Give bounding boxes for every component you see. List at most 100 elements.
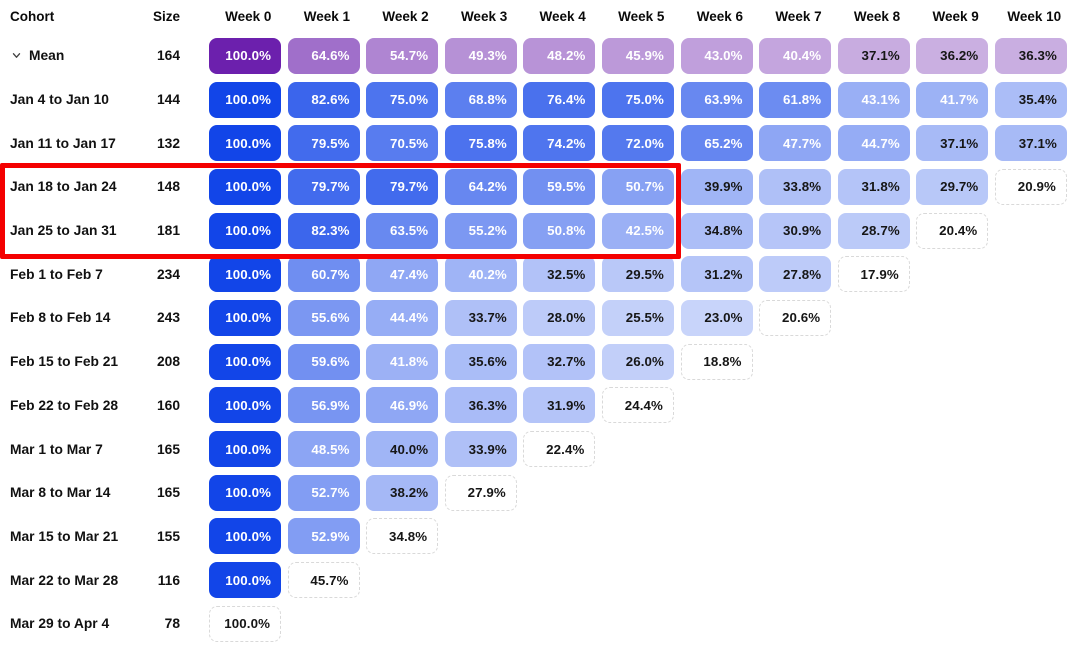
retention-cell-week-3[interactable]: 35.6% (444, 343, 517, 380)
retention-cell-week-4[interactable]: 22.4% (523, 431, 596, 468)
retention-cell-week-1[interactable]: 48.5% (287, 431, 360, 468)
retention-cell-week-1[interactable]: 79.5% (287, 125, 360, 162)
retention-cell-week-4[interactable]: 32.7% (523, 343, 596, 380)
retention-cell-week-10[interactable]: 36.3% (994, 37, 1067, 74)
retention-cell-week-4[interactable]: 50.8% (523, 212, 596, 249)
retention-cell-week-0[interactable]: 100.0% (209, 37, 281, 74)
retention-cell-week-1[interactable]: 52.7% (287, 474, 360, 511)
retention-cell-week-9[interactable]: 20.4% (916, 212, 989, 249)
retention-cell-week-0[interactable]: 100.0% (209, 343, 281, 380)
retention-cell-week-1[interactable]: 82.3% (287, 212, 360, 249)
retention-cell-week-3[interactable]: 36.3% (444, 387, 517, 424)
retention-cell-week-4[interactable]: 76.4% (523, 81, 596, 118)
retention-cell-week-6[interactable]: 31.2% (680, 256, 753, 293)
retention-cell-week-2[interactable]: 44.4% (366, 299, 439, 336)
retention-cell-week-6[interactable]: 34.8% (680, 212, 753, 249)
retention-cell-week-7[interactable]: 33.8% (759, 168, 832, 205)
retention-cell-week-7[interactable]: 40.4% (759, 37, 832, 74)
retention-cell-week-5[interactable]: 50.7% (601, 168, 674, 205)
retention-cell-week-1[interactable]: 59.6% (287, 343, 360, 380)
retention-cell-week-7[interactable]: 47.7% (759, 125, 832, 162)
retention-cell-week-8[interactable]: 43.1% (837, 81, 910, 118)
retention-cell-week-6[interactable]: 18.8% (680, 343, 753, 380)
retention-cell-week-5[interactable]: 24.4% (601, 387, 674, 424)
retention-cell-week-1[interactable]: 55.6% (287, 299, 360, 336)
retention-cell-week-1[interactable]: 64.6% (287, 37, 360, 74)
retention-cell-week-3[interactable]: 75.8% (444, 125, 517, 162)
retention-cell-week-5[interactable]: 25.5% (601, 299, 674, 336)
retention-cell-week-6[interactable]: 39.9% (680, 168, 753, 205)
retention-cell-week-0[interactable]: 100.0% (209, 431, 281, 468)
retention-cell-week-10[interactable]: 20.9% (994, 168, 1067, 205)
retention-cell-week-0[interactable]: 100.0% (209, 299, 281, 336)
retention-cell-week-9[interactable]: 37.1% (916, 125, 989, 162)
retention-cell-week-2[interactable]: 46.9% (366, 387, 439, 424)
chevron-down-icon[interactable] (10, 50, 22, 62)
retention-cell-week-9[interactable]: 36.2% (916, 37, 989, 74)
retention-cell-week-0[interactable]: 100.0% (209, 125, 281, 162)
retention-cell-week-2[interactable]: 38.2% (366, 474, 439, 511)
retention-cell-week-1[interactable]: 79.7% (287, 168, 360, 205)
retention-cell-week-6[interactable]: 63.9% (680, 81, 753, 118)
retention-cell-week-0[interactable]: 100.0% (209, 212, 281, 249)
retention-cell-week-10[interactable]: 37.1% (994, 125, 1067, 162)
retention-cell-week-8[interactable]: 28.7% (837, 212, 910, 249)
retention-cell-week-3[interactable]: 33.7% (444, 299, 517, 336)
retention-cell-week-9[interactable]: 41.7% (916, 81, 989, 118)
retention-cell-week-3[interactable]: 55.2% (444, 212, 517, 249)
retention-cell-week-3[interactable]: 64.2% (444, 168, 517, 205)
retention-cell-week-7[interactable]: 27.8% (759, 256, 832, 293)
retention-cell-week-5[interactable]: 26.0% (601, 343, 674, 380)
retention-cell-week-4[interactable]: 74.2% (523, 125, 596, 162)
retention-cell-week-8[interactable]: 44.7% (837, 125, 910, 162)
retention-cell-week-7[interactable]: 61.8% (759, 81, 832, 118)
retention-cell-week-5[interactable]: 72.0% (601, 125, 674, 162)
retention-cell-week-3[interactable]: 27.9% (444, 474, 517, 511)
retention-cell-week-0[interactable]: 100.0% (209, 168, 281, 205)
retention-cell-week-0[interactable]: 100.0% (209, 474, 281, 511)
retention-cell-week-9[interactable]: 29.7% (916, 168, 989, 205)
retention-cell-week-2[interactable]: 79.7% (366, 168, 439, 205)
retention-cell-week-0[interactable]: 100.0% (209, 81, 281, 118)
retention-cell-week-1[interactable]: 56.9% (287, 387, 360, 424)
retention-cell-week-2[interactable]: 47.4% (366, 256, 439, 293)
retention-cell-week-2[interactable]: 63.5% (366, 212, 439, 249)
retention-cell-week-8[interactable]: 37.1% (837, 37, 910, 74)
retention-cell-week-4[interactable]: 48.2% (523, 37, 596, 74)
retention-cell-week-3[interactable]: 40.2% (444, 256, 517, 293)
retention-cell-week-4[interactable]: 31.9% (523, 387, 596, 424)
retention-cell-week-5[interactable]: 75.0% (601, 81, 674, 118)
retention-cell-week-6[interactable]: 23.0% (680, 299, 753, 336)
retention-cell-week-0[interactable]: 100.0% (209, 562, 281, 599)
retention-cell-week-6[interactable]: 43.0% (680, 37, 753, 74)
retention-cell-week-2[interactable]: 40.0% (366, 431, 439, 468)
retention-cell-week-4[interactable]: 59.5% (523, 168, 596, 205)
retention-cell-week-2[interactable]: 41.8% (366, 343, 439, 380)
retention-cell-week-5[interactable]: 29.5% (601, 256, 674, 293)
retention-cell-week-2[interactable]: 75.0% (366, 81, 439, 118)
retention-cell-week-3[interactable]: 49.3% (444, 37, 517, 74)
retention-cell-week-5[interactable]: 42.5% (601, 212, 674, 249)
retention-cell-week-3[interactable]: 68.8% (444, 81, 517, 118)
retention-cell-week-6[interactable]: 65.2% (680, 125, 753, 162)
retention-cell-week-0[interactable]: 100.0% (209, 605, 281, 642)
retention-cell-week-1[interactable]: 82.6% (287, 81, 360, 118)
retention-cell-week-1[interactable]: 52.9% (287, 518, 360, 555)
retention-cell-week-2[interactable]: 34.8% (366, 518, 439, 555)
retention-cell-week-7[interactable]: 30.9% (759, 212, 832, 249)
retention-cell-week-3[interactable]: 33.9% (444, 431, 517, 468)
retention-cell-week-5[interactable]: 45.9% (601, 37, 674, 74)
retention-cell-week-0[interactable]: 100.0% (209, 518, 281, 555)
retention-cell-week-8[interactable]: 31.8% (837, 168, 910, 205)
retention-cell-week-7[interactable]: 20.6% (759, 299, 832, 336)
retention-cell-week-2[interactable]: 54.7% (366, 37, 439, 74)
retention-cell-week-1[interactable]: 45.7% (287, 562, 360, 599)
retention-cell-week-10[interactable]: 35.4% (994, 81, 1067, 118)
retention-cell-week-1[interactable]: 60.7% (287, 256, 360, 293)
retention-cell-week-8[interactable]: 17.9% (837, 256, 910, 293)
retention-cell-week-4[interactable]: 32.5% (523, 256, 596, 293)
retention-cell-week-0[interactable]: 100.0% (209, 387, 281, 424)
retention-cell-week-0[interactable]: 100.0% (209, 256, 281, 293)
retention-cell-week-4[interactable]: 28.0% (523, 299, 596, 336)
retention-cell-week-2[interactable]: 70.5% (366, 125, 439, 162)
